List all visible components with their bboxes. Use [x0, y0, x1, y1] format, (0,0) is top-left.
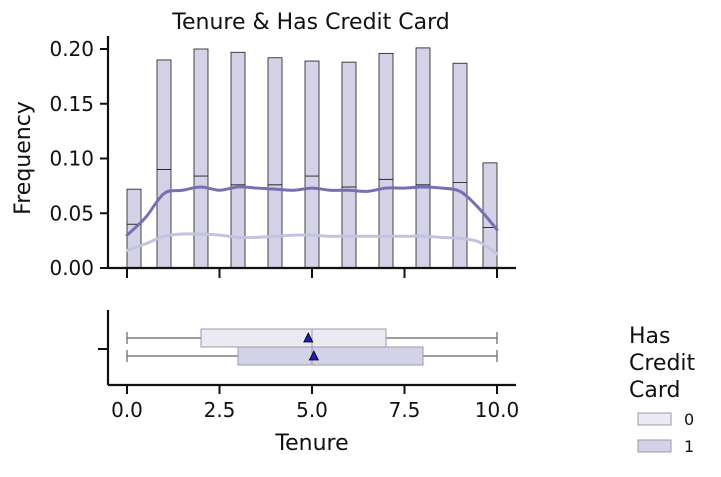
hist-bar-series-1 [156, 169, 172, 269]
legend-title-line: Card [629, 378, 680, 403]
x-tick-label: 2.5 [204, 398, 236, 422]
kde-layer [125, 185, 499, 256]
hist-bar-series-0 [415, 47, 431, 186]
hist-bar-series-0 [304, 60, 320, 177]
hist-bar-series-0 [341, 61, 357, 188]
hist-bar-series-1 [193, 175, 209, 269]
y-tick-label: 0.00 [49, 256, 94, 280]
legend-title-line: Credit [629, 351, 696, 376]
y-tick-label: 0.05 [49, 201, 94, 225]
mean-marker-1 [308, 350, 319, 361]
y-tick-label: 0.15 [49, 92, 94, 116]
kde-line-series-0 [125, 232, 499, 256]
legend-title-line: Has [629, 324, 671, 349]
x-axis-label: Tenure [274, 431, 348, 456]
hist-bar-series-0 [378, 52, 394, 180]
hist-bar-series-1 [267, 184, 283, 269]
axes-layer: 0.00 0.05 0.10 0.15 0.20 0.0 2.5 5.0 7.5 10.0 [49, 36, 519, 422]
y-axis-label: Frequency [11, 101, 36, 215]
legend-label-0: 0 [684, 410, 694, 429]
x-tick-label: 0.0 [111, 398, 143, 422]
chart-title: Tenure & Has Credit Card [171, 10, 449, 35]
box-series-0 [200, 328, 387, 348]
hist-bar-series-1 [341, 186, 357, 269]
legend-swatch-0 [637, 412, 672, 426]
hist-bar-series-0 [230, 51, 246, 186]
mean-marker-0 [303, 332, 314, 343]
x-tick-label: 5.0 [296, 398, 328, 422]
hist-bar-series-1 [230, 184, 246, 269]
y-tick-label: 0.10 [49, 147, 94, 171]
x-tick-label: 10.0 [475, 398, 520, 422]
hist-bar-series-1 [415, 184, 431, 269]
boxplot-layer [126, 328, 498, 366]
x-tick-label: 7.5 [389, 398, 421, 422]
legend-label-1: 1 [684, 437, 694, 456]
legend-swatch-1 [637, 439, 672, 453]
y-tick-label: 0.20 [49, 37, 94, 61]
hist-bar-series-1 [378, 178, 394, 269]
hist-bar-series-0 [126, 188, 142, 225]
hist-bar-series-0 [482, 162, 498, 228]
box-series-1 [237, 346, 424, 366]
hist-bar-series-0 [452, 62, 468, 183]
hist-bar-series-0 [267, 57, 283, 186]
kde-line-series-1 [125, 185, 499, 237]
hist-bar-series-0 [156, 59, 172, 170]
hist-bar-series-0 [193, 48, 209, 177]
